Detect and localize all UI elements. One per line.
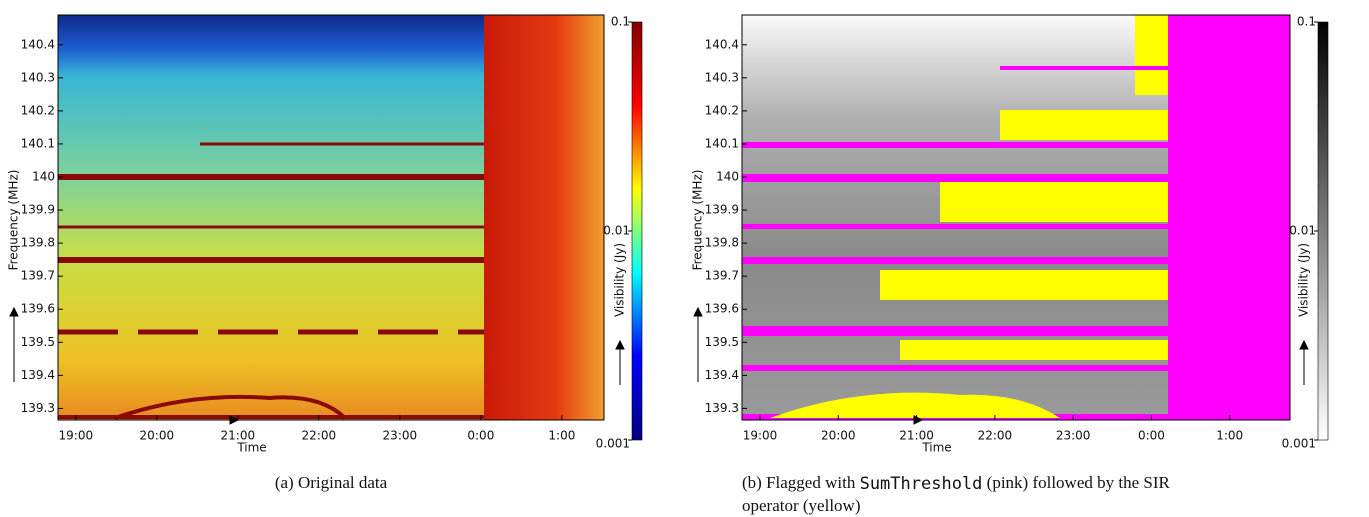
- y-tick-label: 140: [716, 170, 739, 184]
- x-tick-label: 20:00: [821, 429, 856, 443]
- y-tick-label: 139.5: [705, 335, 739, 349]
- colorbar-tick-label: 0.01: [1289, 224, 1316, 238]
- colorbar: [1317, 21, 1329, 441]
- y-tick-label: 140.2: [705, 103, 739, 117]
- y-tick-label: 139.9: [705, 203, 739, 217]
- x-tick-label: 0:00: [1138, 429, 1165, 443]
- colorbar-tick-label: 0.1: [611, 15, 630, 29]
- colorbar-tick-label: 0.1: [1297, 15, 1316, 29]
- caption: (b) Flagged with SumThreshold (pink) fol…: [742, 473, 1171, 494]
- y-tick-label: 139.4: [705, 368, 739, 382]
- x-tick-label: 19:00: [59, 429, 94, 443]
- colorbar-tick-label: 0.01: [603, 224, 630, 238]
- y-axis-label: Frequency (MHz): [7, 170, 21, 271]
- x-tick-label: 22:00: [302, 429, 337, 443]
- y-tick-label: 140.2: [21, 103, 55, 117]
- colorbar-label: Visibility (Jy): [1297, 243, 1311, 317]
- y-tick-label: 139.3: [705, 401, 739, 415]
- x-axis-label: Time: [921, 441, 951, 455]
- x-tick-label: 20:00: [140, 429, 175, 443]
- x-tick-label: 23:00: [1056, 429, 1091, 443]
- plot-frame: [741, 14, 1291, 421]
- y-tick-label: 139.5: [21, 335, 55, 349]
- caption-part: (a) Original data: [275, 473, 388, 492]
- y-tick-label: 139.8: [21, 236, 55, 250]
- x-tick-label: 21:00: [899, 429, 934, 443]
- x-tick-label: 21:00: [221, 429, 256, 443]
- y-tick-label: 140.3: [705, 70, 739, 84]
- y-tick-label: 139.7: [21, 269, 55, 283]
- y-tick-label: 139.9: [21, 203, 55, 217]
- y-tick-label: 140: [32, 170, 55, 184]
- heatmap-b: [742, 15, 1290, 420]
- colorbar-tick-label: 0.001: [596, 437, 630, 451]
- x-tick-label: 22:00: [978, 429, 1013, 443]
- y-tick-label: 140.1: [705, 136, 739, 150]
- y-tick-label: 140.1: [21, 136, 55, 150]
- colorbar-label: Visibility (Jy): [613, 243, 627, 317]
- caption-part: SumThreshold: [860, 474, 983, 494]
- y-tick-label: 139.3: [21, 401, 55, 415]
- y-tick-label: 140.4: [705, 37, 739, 51]
- x-axis-label: Time: [236, 441, 266, 455]
- plot-frame: [57, 14, 605, 421]
- y-tick-label: 139.7: [705, 269, 739, 283]
- y-tick-label: 140.4: [21, 37, 55, 51]
- y-tick-label: 140.3: [21, 70, 55, 84]
- x-tick-label: 1:00: [548, 429, 575, 443]
- caption: (a) Original data: [275, 473, 388, 492]
- colorbar: [631, 21, 643, 441]
- y-tick-label: 139.6: [705, 302, 739, 316]
- x-tick-label: 0:00: [467, 429, 494, 443]
- y-tick-label: 139.4: [21, 368, 55, 382]
- y-tick-label: 139.6: [21, 302, 55, 316]
- y-tick-label: 139.8: [705, 236, 739, 250]
- x-tick-label: 1:00: [1216, 429, 1243, 443]
- x-tick-label: 23:00: [383, 429, 418, 443]
- caption-part: (b) Flagged with: [742, 473, 860, 492]
- caption-line: operator (yellow): [742, 496, 860, 515]
- colorbar-tick-label: 0.001: [1282, 437, 1316, 451]
- caption-part: (pink) followed by the SIR: [982, 473, 1170, 492]
- x-tick-label: 19:00: [743, 429, 778, 443]
- y-axis-label: Frequency (MHz): [691, 170, 705, 271]
- heatmap-a: [58, 15, 604, 420]
